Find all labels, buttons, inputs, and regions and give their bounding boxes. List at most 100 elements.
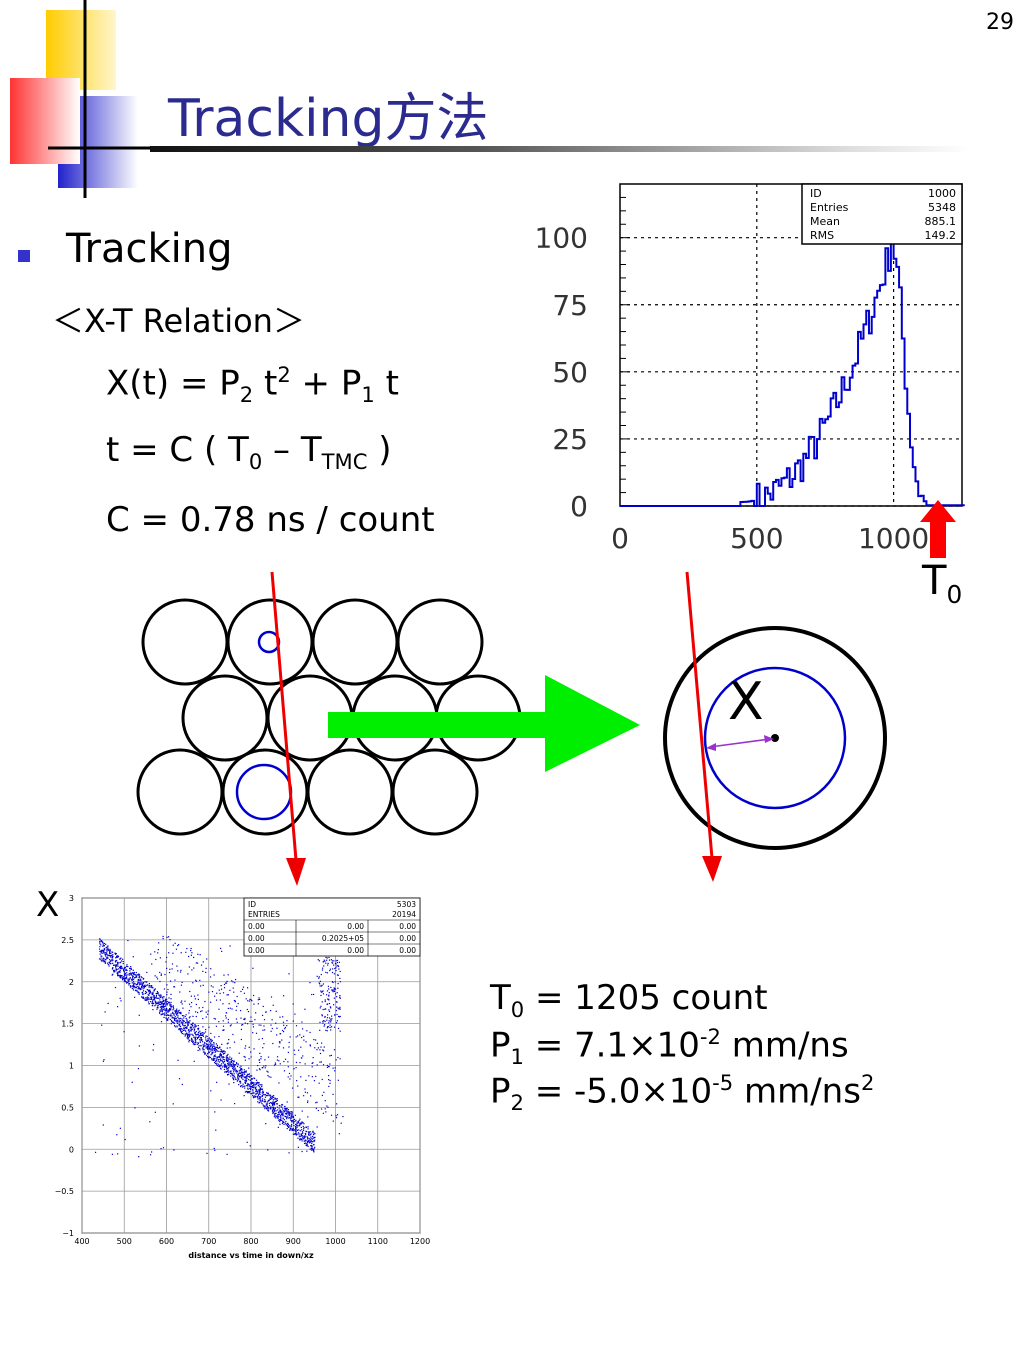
scatter-point	[303, 1123, 305, 1125]
scatter-point	[327, 985, 329, 987]
scatter-stats-cell: 0.00	[347, 922, 364, 931]
scatter-point	[181, 1028, 183, 1030]
scatter-point	[121, 974, 123, 977]
scatter-x-label: distance vs time in down/xz	[188, 1251, 314, 1260]
scatter-point	[333, 997, 335, 999]
scatter-point	[178, 1025, 180, 1027]
scatter-point	[288, 1114, 291, 1117]
scatter-point	[207, 1039, 209, 1042]
scatter-stats-cell: 0.00	[347, 946, 364, 955]
scatter-point	[208, 1044, 210, 1046]
scatter-point	[336, 1013, 338, 1016]
scatter-point	[198, 1035, 200, 1037]
scatter-point	[148, 983, 151, 985]
scatter-point	[337, 1027, 340, 1030]
scatter-point	[335, 1103, 338, 1105]
scatter-point	[298, 1119, 300, 1122]
scatter-point	[211, 1048, 213, 1050]
scatter-point	[330, 1029, 332, 1031]
scatter-point	[245, 1071, 247, 1073]
scatter-point	[285, 1120, 287, 1123]
drift-circle-zoom	[703, 666, 847, 810]
scatter-point	[269, 1098, 271, 1100]
scatter-point	[122, 976, 124, 978]
scatter-point	[292, 1020, 294, 1022]
scatter-point	[149, 991, 152, 993]
scatter-point	[194, 1026, 196, 1028]
scatter-point	[202, 1044, 204, 1046]
scatter-point	[311, 1147, 314, 1149]
scatter-point	[193, 1036, 195, 1038]
scatter-point	[306, 1131, 308, 1133]
scatter-point	[181, 1024, 184, 1026]
scatter-point	[293, 1124, 295, 1127]
scatter-point	[290, 1125, 293, 1127]
scatter-point	[192, 1043, 194, 1045]
scatter-point	[154, 989, 156, 991]
scatter-point	[323, 1046, 325, 1048]
scatter-point	[330, 1114, 333, 1116]
scatter-point	[123, 968, 125, 970]
scatter-point	[266, 1106, 268, 1108]
scatter-point	[281, 1110, 283, 1112]
scatter-point	[228, 1066, 230, 1069]
equation-c: C = 0.78 ns / count	[106, 500, 435, 540]
scatter-point	[182, 1021, 184, 1023]
scatter-point	[326, 1066, 329, 1068]
scatter-point	[129, 977, 131, 980]
scatter-point	[273, 1110, 276, 1112]
scatter-point	[305, 1130, 307, 1132]
scatter-point	[173, 1022, 175, 1025]
scatter-point	[232, 987, 234, 989]
scatter-point	[281, 1112, 283, 1114]
scatter-point	[210, 1045, 212, 1047]
scatter-stats-cell: 0.00	[248, 934, 265, 943]
scatter-point	[271, 1027, 273, 1030]
scatter-point	[161, 1002, 163, 1004]
scatter-point	[153, 990, 155, 992]
scatter-point	[235, 1071, 237, 1073]
scatter-point	[255, 1083, 257, 1085]
scatter-point	[219, 1066, 221, 1068]
scatter-point	[254, 1084, 256, 1086]
scatter-point	[336, 992, 338, 994]
scatter-point	[184, 1015, 186, 1018]
scatter-point	[153, 996, 155, 998]
scatter-point	[263, 1025, 265, 1027]
scatter-point	[316, 975, 318, 977]
distance-arrowhead-left	[706, 743, 716, 751]
scatter-point	[282, 1121, 285, 1123]
scatter-point	[268, 1108, 270, 1110]
scatter-point	[154, 1000, 156, 1002]
scatter-point	[310, 1139, 312, 1142]
scatter-point	[234, 1069, 236, 1071]
scatter-point	[314, 1047, 316, 1049]
scatter-point	[167, 988, 169, 991]
scatter-point	[257, 1098, 259, 1100]
scatter-point	[155, 992, 157, 995]
scatter-point	[177, 1010, 180, 1012]
scatter-point	[216, 1046, 218, 1048]
scatter-point	[325, 1008, 327, 1010]
slide-title: Tracking方法	[168, 89, 489, 149]
scatter-point	[179, 991, 181, 993]
scatter-point	[300, 1135, 302, 1137]
scatter-point	[207, 1010, 209, 1012]
scatter-point	[257, 1089, 260, 1091]
scatter-point	[263, 1065, 265, 1067]
scatter-point	[337, 1079, 339, 1081]
scatter-point	[141, 981, 143, 983]
scatter-point	[183, 1033, 185, 1035]
scatter-stats-frame	[243, 897, 421, 957]
scatter-point	[109, 963, 111, 965]
histogram-stat-value: 885.1	[925, 215, 957, 228]
scatter-point	[116, 1006, 119, 1008]
scatter-point	[264, 1105, 266, 1107]
scatter-point	[260, 1024, 262, 1026]
scatter-point	[166, 991, 168, 993]
scatter-point	[195, 980, 198, 982]
scatter-point	[189, 1016, 191, 1018]
scatter-point	[326, 957, 328, 959]
scatter-point	[208, 1048, 211, 1050]
scatter-point	[209, 1041, 211, 1043]
